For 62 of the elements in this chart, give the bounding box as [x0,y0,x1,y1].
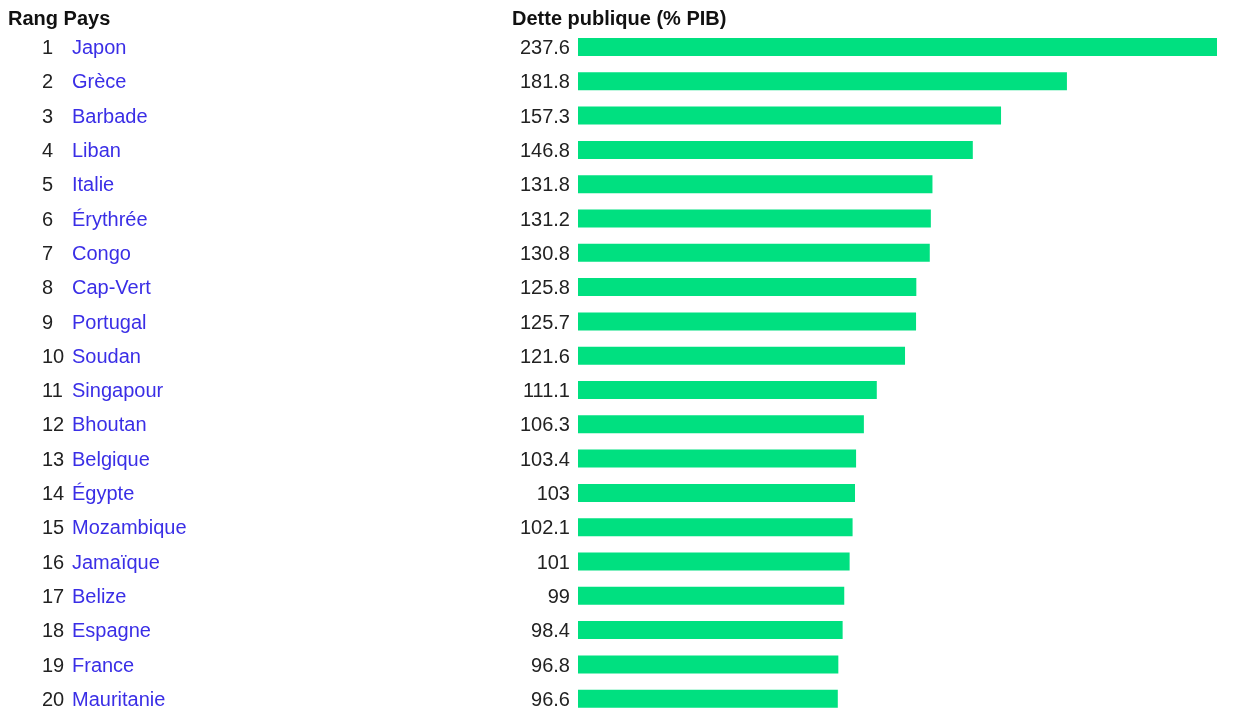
bar [578,106,1002,125]
bar [578,552,850,571]
data-label: 181.8 [519,70,570,93]
data-label: 111.1 [522,379,570,402]
y-tick-label: 4 Liban [42,139,121,162]
data-label: 106.3 [519,413,570,436]
bar [578,312,917,331]
data-label: 101 [536,550,570,573]
bar [578,346,906,365]
data-label: 131.8 [519,173,570,196]
bar [578,381,877,399]
y-tick-label: 3 Barbade [42,104,148,127]
y-tick-label: 9 Portugal [42,310,147,333]
data-label: 131.2 [519,207,570,230]
y-tick-label: 1 Japon [42,36,127,59]
y-tick-label: 6 Érythrée [42,207,148,230]
y-tick-label: 2 Grèce [42,70,127,93]
data-label: 125.8 [519,276,570,299]
y-tick-label: 14 Égypte [42,482,135,505]
bar [578,449,857,468]
x-axis-title: Dette publique (% PIB) [512,7,727,30]
y-tick-label: 15 Mozambique [42,516,187,539]
bar [578,243,930,262]
data-label: 125.7 [519,310,570,333]
y-tick-label: 7 Congo [42,241,131,264]
data-label: 237.6 [519,36,570,59]
data-label: 157.3 [519,104,570,127]
y-tick-label: 20 Mauritanie [42,687,166,710]
bar [578,38,1217,56]
bar [578,689,838,708]
data-label: 103 [536,482,570,504]
data-label: 146.8 [519,139,570,161]
data-label: 121.6 [519,344,570,367]
data-label: 99 [547,584,570,607]
data-label: 98.4 [531,619,570,642]
bar [578,209,931,228]
y-tick-label: 18 Espagne [42,619,151,642]
y-tick-label: 13 Belgique [42,447,150,470]
bar [578,621,843,640]
y-tick-label: 19 France [42,653,135,676]
bar [578,140,973,159]
y-tick-label: 5 Italie [42,173,115,196]
data-label: 103.4 [519,447,570,470]
y-tick-label: 8 Cap-Vert [42,276,152,299]
data-label: 96.8 [531,653,570,676]
bar [578,175,933,194]
data-label: 96.6 [531,687,570,710]
data-label: 102.1 [519,516,570,539]
y-tick-label: 11 Singapour [42,379,164,402]
bar [578,655,839,674]
bar [578,278,917,297]
bar [578,483,856,502]
y-tick-label: 12 Bhoutan [42,413,147,436]
y-axis-title: Rang Pays [8,7,111,30]
bar [578,72,1067,91]
y-tick-label: 17 Belize [42,584,127,607]
y-tick-label: 10 Soudan [42,344,141,367]
bar [578,518,853,537]
y-tick-label: 16 Jamaïque [42,550,160,573]
bar [578,586,845,605]
data-label: 130.8 [519,241,570,264]
bar [578,415,864,434]
